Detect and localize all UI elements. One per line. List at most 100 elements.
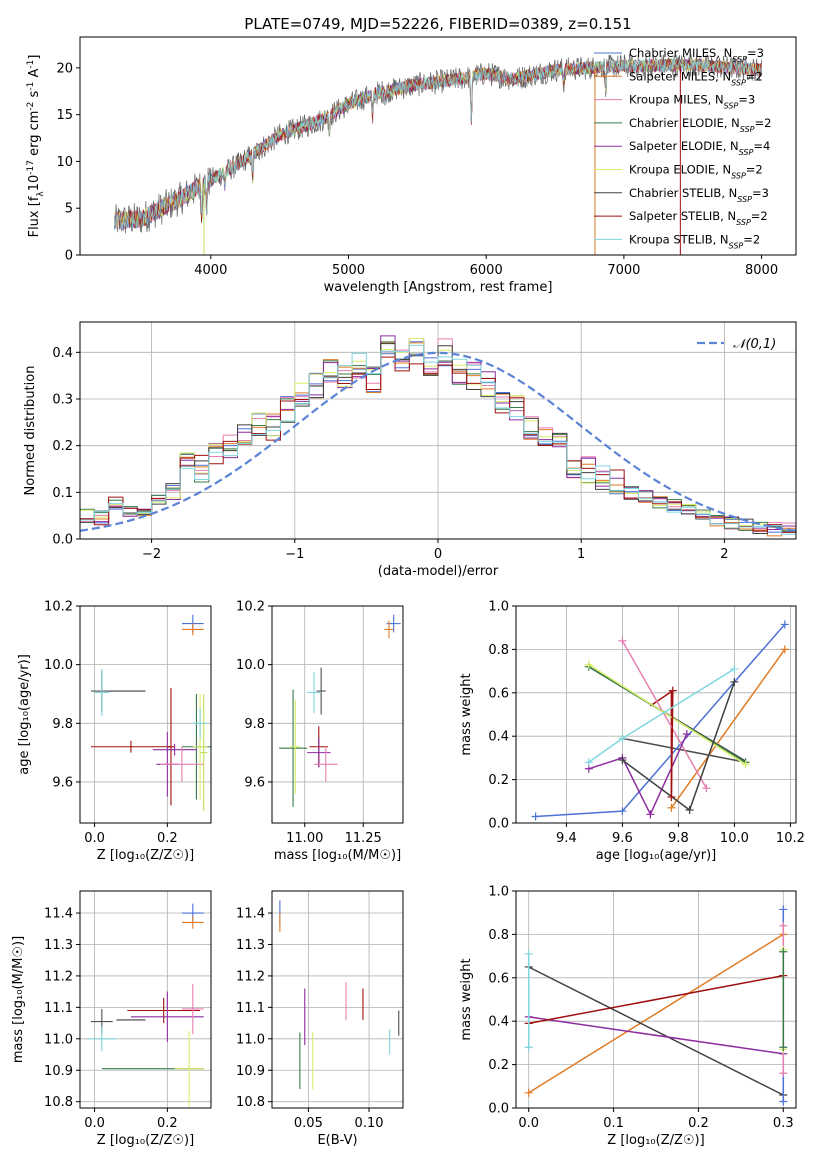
- weight-point-cyan: [524, 1043, 533, 1052]
- weight-segment-darkred: [649, 690, 674, 707]
- panel-age_vs_mass: 11.00 11.25 9.6 9.8 10.0 10.2 mass [log₁₀(M/M☉…: [236, 600, 404, 863]
- plot-area-weight_vs_age: [531, 620, 789, 821]
- y-axis-label-part: ]: [27, 55, 42, 60]
- legend-label-suffix: =3: [747, 46, 764, 60]
- axes-frame: [271, 890, 404, 1109]
- x-tick-label: 10.0: [720, 831, 749, 846]
- y-axis-label-part: λ: [36, 191, 46, 197]
- y-tick-label: 11.2: [44, 969, 73, 984]
- weight-point-black: [685, 805, 694, 814]
- weight-point-cyan: [524, 949, 533, 958]
- x-tick-label: 0.2: [688, 1116, 709, 1131]
- weight-point-blue: [779, 905, 788, 914]
- x-tick-label: 0.05: [294, 1116, 323, 1131]
- weight-point-orange: [524, 1088, 533, 1097]
- legend-label-suffix: =2: [746, 163, 763, 177]
- legend-label: Chabrier MILES, NSSP=3: [629, 46, 764, 64]
- y-tick-label: 0.6: [488, 686, 509, 701]
- legend-label: Chabrier STELIB, NSSP=3: [629, 186, 769, 204]
- y-tick-label: 0.2: [488, 1058, 509, 1073]
- y-tick-label: 0.0: [52, 533, 73, 548]
- y-tick-label: 0.4: [488, 1015, 509, 1030]
- y-tick-label: 10.8: [236, 1095, 265, 1110]
- weight-point-purple: [646, 810, 655, 819]
- legend-label-suffix: =3: [738, 93, 755, 107]
- y-axis-label-part: s: [27, 90, 42, 101]
- y-tick-label: 9.8: [244, 717, 265, 732]
- y-tick-label: 5: [65, 202, 73, 217]
- panel-spectrum: 4000 5000 6000 7000 8000 0 5 10 15 20 wavelength […: [26, 36, 797, 295]
- weight-point-darkred: [667, 792, 676, 801]
- legend-label-main: Kroupa ELODIE, N: [629, 163, 731, 177]
- x-tick-label: −2: [142, 547, 161, 562]
- x-tick-label: 0: [434, 547, 442, 562]
- x-tick-label: 0.0: [518, 1116, 539, 1131]
- y-axis-label: Flux [fλ10-17 erg cm-2 s-1 A-1]: [26, 55, 46, 238]
- weight-point-green: [779, 1043, 788, 1052]
- axes-frame: [271, 605, 404, 824]
- y-axis-label: mass weight: [459, 958, 474, 1040]
- legend-label-main: Salpeter ELODIE, N: [629, 139, 739, 153]
- weight-line-black: [528, 966, 784, 1096]
- y-tick-label: 0.0: [488, 817, 509, 832]
- y-axis-label: age [log₁₀(age/yr)]: [17, 654, 32, 775]
- x-tick-label: 4000: [194, 263, 227, 278]
- weight-point-cyan: [618, 734, 627, 743]
- y-tick-label: 9.8: [52, 717, 73, 732]
- legend-label: Chabrier ELODIE, NSSP=2: [629, 116, 771, 133]
- y-tick-label: 11.4: [236, 907, 265, 922]
- y-axis-label-part: -17: [26, 160, 36, 175]
- histogram-series-cyan: [80, 344, 796, 535]
- legend-label-main: Chabrier ELODIE, N: [629, 116, 740, 130]
- y-tick-label: 0.4: [488, 730, 509, 745]
- weight-point-blue: [779, 1097, 788, 1106]
- legend-label-sub: SSP: [740, 124, 755, 133]
- legend-label-main: Salpeter MILES, N: [629, 69, 731, 83]
- panel-weight_vs_Z: 0.0 0.1 0.2 0.3 0.0 0.2 0.4 0.6 0.8 1.0 Z [log₁₀(Z…: [459, 885, 797, 1148]
- y-tick-label: 9.6: [52, 775, 73, 790]
- y-tick-label: 10.9: [44, 1064, 73, 1079]
- weight-point-blue: [618, 807, 627, 816]
- weight-point-black: [618, 756, 627, 765]
- x-axis-label: Z [log₁₀(Z/Z☉)]: [97, 1133, 194, 1148]
- weight-point-green: [779, 947, 788, 956]
- weight-line-lime: [588, 663, 747, 766]
- weight-point-lime: [741, 760, 750, 769]
- weight-line-orange: [670, 648, 786, 809]
- legend-label-sub: SSP: [732, 55, 747, 64]
- y-tick-label: 11.0: [44, 1032, 73, 1047]
- y-tick-label: 11.0: [236, 1032, 265, 1047]
- panel-mass_vs_ebv: 0.05 0.10 10.8 10.9 11.0 11.1 11.2 11.3 11.4 E(B-…: [236, 890, 404, 1148]
- histogram-series-darkred: [80, 356, 796, 533]
- y-axis-label-part: -1: [26, 60, 36, 69]
- x-axis-label: (data-model)/error: [378, 564, 499, 579]
- legend-label-main: Kroupa STELIB, N: [629, 232, 729, 246]
- y-tick-label: 0.2: [488, 773, 509, 788]
- y-tick-label: 0.6: [488, 971, 509, 986]
- legend-label-suffix: =2: [743, 232, 760, 246]
- x-tick-label: 0.0: [84, 1116, 105, 1131]
- x-tick-label: 11.00: [286, 831, 323, 846]
- legend-label: Kroupa MILES, NSSP=3: [629, 93, 755, 111]
- y-axis-label: mass weight: [459, 673, 474, 755]
- plot-area-residuals: [80, 335, 796, 537]
- normal-curve: [80, 351, 796, 532]
- weight-point-pink: [702, 784, 711, 793]
- x-tick-label: 7000: [607, 263, 640, 278]
- legend-label-normal: 𝒩(0,1): [733, 337, 776, 352]
- panel-residuals: −2 −1 0 1 2 0.0 0.1 0.2 0.3 0.4 (data-model)/error…: [23, 321, 797, 579]
- legend-label-sub: SSP: [731, 171, 746, 180]
- x-axis-label: Z [log₁₀(Z/Z☉)]: [607, 1133, 704, 1148]
- x-tick-label: 0.2: [157, 831, 178, 846]
- y-axis-label: Normed distribution: [23, 366, 38, 496]
- y-tick-label: 10: [56, 155, 73, 170]
- legend-label-suffix: =2: [746, 69, 763, 83]
- y-tick-label: 1.0: [488, 885, 509, 900]
- weight-point-purple: [682, 730, 691, 739]
- weight-point-lime: [584, 660, 593, 669]
- y-tick-label: 0.8: [488, 928, 509, 943]
- x-axis-label: mass [log₁₀(M/M☉)]: [274, 848, 401, 863]
- x-axis-label: age [log₁₀(age/yr)]: [596, 848, 717, 863]
